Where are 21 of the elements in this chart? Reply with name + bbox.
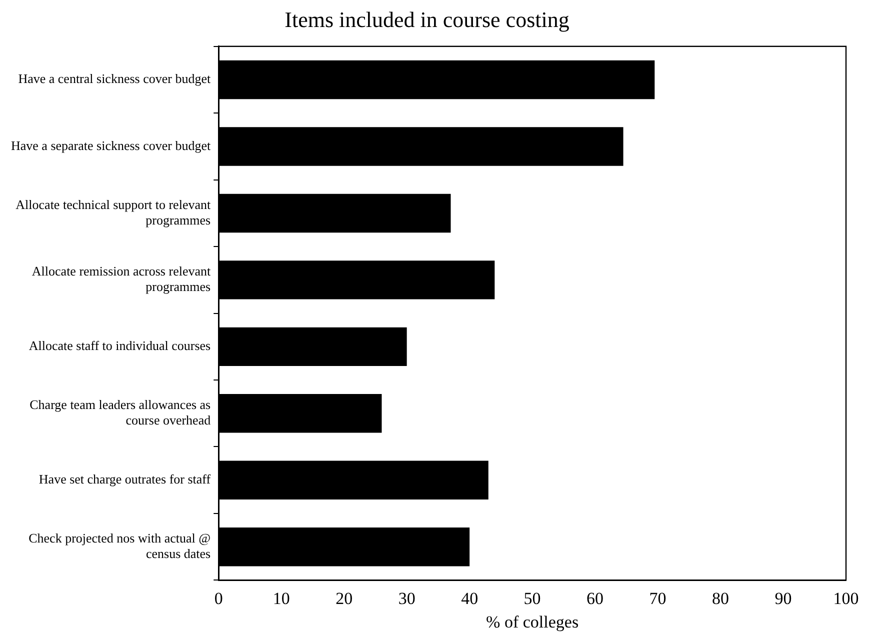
chart-title: Items included in course costing <box>284 6 570 32</box>
y-tick-label: Check projected nos with actual @ census dates <box>28 530 211 562</box>
x-tick-label: 80 <box>712 588 730 608</box>
y-tick-label: Allocate staff to individual courses <box>28 338 211 354</box>
x-tick-label: 10 <box>272 588 290 608</box>
x-tick-label: 40 <box>461 588 478 608</box>
x-axis-title: % of colleges <box>486 612 579 632</box>
x-tick-label: 30 <box>398 588 416 608</box>
y-tick-label: Have set charge outrates for staff <box>38 472 212 487</box>
x-tick-label: 20 <box>336 588 353 608</box>
y-tick-label: Have a separate sickness cover budget <box>11 138 211 153</box>
x-tick-label: 70 <box>649 588 666 608</box>
x-tick-label: 60 <box>586 588 604 608</box>
x-tick-label: 100 <box>833 588 859 608</box>
x-tick-label: 0 <box>214 588 223 608</box>
y-tick-label: Have a central sickness cover budget <box>18 71 211 86</box>
y-tick-label: Allocate remission across relevant programmes <box>32 264 211 294</box>
y-tick-label: Allocate technical support to relevant programmes <box>16 196 211 228</box>
x-tick-label: 50 <box>524 588 541 608</box>
y-tick-label: Charge team leaders allowances as course overhead <box>30 397 212 428</box>
x-tick-label: 90 <box>774 588 792 608</box>
